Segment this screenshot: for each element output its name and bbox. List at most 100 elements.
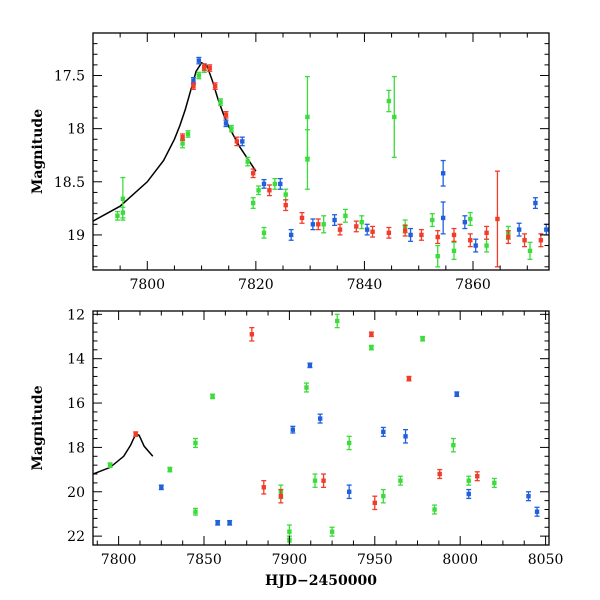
point-marker <box>381 494 386 499</box>
y-tick-label: 18 <box>67 122 85 138</box>
point-marker <box>287 529 292 534</box>
y-tick-label: 18 <box>67 440 85 456</box>
point-marker <box>227 520 232 526</box>
point-marker <box>256 188 261 193</box>
point-marker <box>240 139 245 144</box>
point-marker <box>261 230 267 236</box>
x-tick-label: 7840 <box>347 277 383 293</box>
data-point <box>288 228 294 241</box>
data-point <box>526 491 532 502</box>
data-point <box>210 393 216 400</box>
data-point <box>190 82 196 90</box>
data-point <box>440 201 446 235</box>
point-marker <box>267 188 272 193</box>
series-0 <box>107 313 497 545</box>
point-marker <box>403 434 408 439</box>
point-marker <box>218 99 223 105</box>
point-marker <box>261 181 267 187</box>
point-marker <box>516 227 522 232</box>
point-marker <box>245 159 250 164</box>
data-point <box>315 218 321 231</box>
data-point <box>317 413 323 424</box>
data-point <box>386 226 392 239</box>
x-axis-label: HJD−2450000 <box>265 573 377 589</box>
data-point <box>256 185 262 196</box>
point-marker <box>317 416 323 421</box>
data-point <box>484 225 490 240</box>
data-point <box>403 429 409 444</box>
data-point <box>133 431 139 437</box>
data-point <box>304 129 310 190</box>
data-point <box>185 130 191 138</box>
point-marker <box>185 131 191 137</box>
data-point <box>180 133 186 141</box>
point-marker <box>337 227 343 232</box>
point-marker <box>506 234 511 240</box>
data-point <box>359 215 365 230</box>
point-marker <box>196 58 202 63</box>
point-marker <box>406 376 412 381</box>
data-point <box>435 230 441 245</box>
point-marker <box>223 121 229 126</box>
point-marker <box>329 529 335 534</box>
data-point <box>494 170 500 268</box>
point-marker <box>283 192 288 197</box>
data-point <box>353 220 359 233</box>
point-marker <box>386 230 392 236</box>
data-point <box>368 331 374 338</box>
data-point <box>196 56 202 65</box>
data-point <box>307 362 313 369</box>
data-point <box>329 526 335 537</box>
point-marker <box>107 462 113 468</box>
data-point <box>420 335 426 342</box>
x-tick-label: 8000 <box>442 552 478 568</box>
data-point <box>321 473 327 488</box>
point-marker <box>468 216 473 222</box>
data-point <box>223 110 229 119</box>
point-marker <box>372 500 377 506</box>
x-tick-label: 7850 <box>186 552 222 568</box>
point-marker <box>435 234 440 240</box>
point-marker <box>386 98 392 104</box>
data-point <box>201 63 207 71</box>
data-point <box>543 223 549 236</box>
point-marker <box>343 213 348 218</box>
panel-bottom: 7800 7850 7900 7950 8000 8050 12 14 16 18 20 22 Magn… <box>30 307 563 589</box>
point-marker <box>191 83 196 89</box>
point-marker <box>180 141 185 146</box>
point-marker <box>290 427 296 432</box>
data-point <box>261 480 267 495</box>
point-marker <box>310 222 316 227</box>
data-point <box>467 211 473 227</box>
data-point <box>532 197 538 210</box>
point-marker <box>193 440 198 446</box>
point-marker <box>278 181 283 187</box>
data-point <box>435 244 441 268</box>
point-marker <box>392 114 397 120</box>
point-marker <box>307 363 313 368</box>
data-point <box>538 233 544 248</box>
point-marker <box>484 243 489 248</box>
y-axis-label: Magnitude <box>30 385 46 470</box>
point-marker <box>435 253 440 259</box>
data-point <box>451 227 457 242</box>
point-marker <box>359 219 364 225</box>
series-1 <box>190 56 549 253</box>
data-point <box>278 488 284 504</box>
point-marker <box>212 83 218 89</box>
point-marker <box>223 112 229 118</box>
point-marker <box>437 471 442 477</box>
data-point <box>107 462 113 469</box>
data-point <box>402 224 408 237</box>
data-point <box>299 211 305 224</box>
data-point <box>491 477 497 488</box>
series-2 <box>133 326 480 511</box>
point-marker <box>369 332 374 337</box>
point-marker <box>120 196 126 201</box>
data-point <box>505 230 511 245</box>
data-point <box>386 89 392 113</box>
data-point <box>466 488 472 500</box>
point-marker <box>451 232 457 238</box>
point-marker <box>299 215 305 221</box>
point-marker <box>210 394 215 399</box>
